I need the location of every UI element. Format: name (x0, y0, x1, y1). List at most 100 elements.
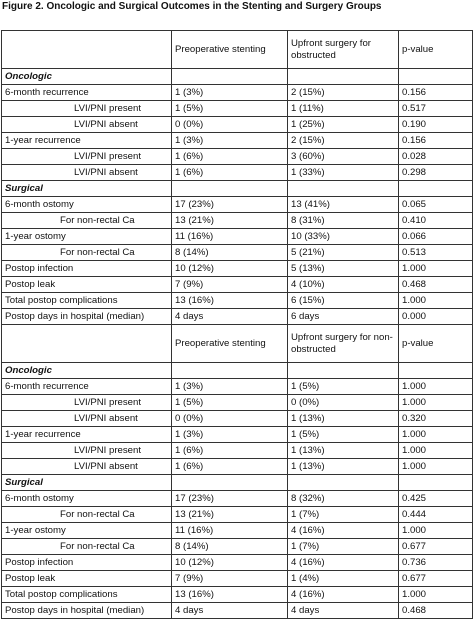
table-cell: 8 (32%) (287, 490, 399, 507)
row-label: LVI/PNI absent (1, 116, 172, 133)
figure-title: Figure 2. Oncologic and Surgical Outcome… (2, 1, 382, 12)
header-cell: p-value (398, 324, 473, 363)
table-row: Postop infection 10 (12%) 5 (13%) 1.000 (1, 260, 473, 277)
table-cell: 13 (16%) (171, 292, 288, 309)
table-row: LVI/PNI present 1 (6%) 1 (13%) 1.000 (1, 442, 473, 459)
table-cell: 1 (6%) (171, 148, 288, 165)
header-cell: Preoperative stenting (171, 324, 288, 363)
table-row: 6-month ostomy 17 (23%) 8 (32%) 0.425 (1, 490, 473, 507)
row-label: LVI/PNI present (1, 100, 172, 117)
table-cell: 4 (16%) (287, 522, 399, 539)
header-cell: Upfront surgery for obstructed (287, 30, 399, 69)
table-cell: 13 (16%) (171, 586, 288, 603)
table-cell: 10 (12%) (171, 260, 288, 277)
table-row: For non-rectal Ca 13 (21%) 8 (31%) 0.410 (1, 212, 473, 229)
group-label: Surgical (1, 474, 172, 491)
table-cell: 1 (25%) (287, 116, 399, 133)
table-cell: 1.000 (398, 522, 473, 539)
table-cell: 0 (0%) (171, 410, 288, 427)
row-label: 6-month recurrence (1, 378, 172, 395)
table-cell: 1 (5%) (287, 378, 399, 395)
group-row: Oncologic (1, 362, 473, 379)
table-row: For non-rectal Ca 13 (21%) 1 (7%) 0.444 (1, 506, 473, 523)
table-cell (287, 362, 399, 379)
row-label: Postop leak (1, 570, 172, 587)
table-cell: 1 (7%) (287, 506, 399, 523)
group-row: Oncologic (1, 68, 473, 85)
group-label: Oncologic (1, 362, 172, 379)
table-cell: 7 (9%) (171, 276, 288, 293)
table-cell: 5 (21%) (287, 244, 399, 261)
row-label: Postop infection (1, 554, 172, 571)
table-cell: 6 (15%) (287, 292, 399, 309)
table-cell: 0.028 (398, 148, 473, 165)
table-row: 1-year ostomy 11 (16%) 10 (33%) 0.066 (1, 228, 473, 245)
table-cell: 0.736 (398, 554, 473, 571)
table-row: Total postop complications 13 (16%) 6 (15%… (1, 292, 473, 309)
table-cell: 11 (16%) (171, 228, 288, 245)
table-cell: 5 (13%) (287, 260, 399, 277)
table-cell: 1 (13%) (287, 442, 399, 459)
table-cell: 0.065 (398, 196, 473, 213)
table-row: LVI/PNI absent 1 (6%) 1 (33%) 0.298 (1, 164, 473, 181)
table-cell: 3 (60%) (287, 148, 399, 165)
row-label: LVI/PNI absent (1, 410, 172, 427)
table-cell: 6 days (287, 308, 399, 325)
table-cell: 1 (13%) (287, 410, 399, 427)
table-cell: 2 (15%) (287, 132, 399, 149)
table-cell: 1.000 (398, 442, 473, 459)
header-cell: Upfront surgery for non-obstructed (287, 324, 399, 363)
table-cell (398, 68, 473, 85)
table-cell: 10 (33%) (287, 228, 399, 245)
header-cell: p-value (398, 30, 473, 69)
table-row: 1-year recurrence 1 (3%) 2 (15%) 0.156 (1, 132, 473, 149)
table-cell: 8 (31%) (287, 212, 399, 229)
table-cell: 8 (14%) (171, 244, 288, 261)
table-cell: 0.156 (398, 84, 473, 101)
table-cell: 1.000 (398, 458, 473, 475)
row-label: LVI/PNI present (1, 394, 172, 411)
group-row: Surgical (1, 474, 473, 491)
row-label: Total postop complications (1, 292, 172, 309)
table-cell: 10 (12%) (171, 554, 288, 571)
table-cell: 0.066 (398, 228, 473, 245)
table-cell: 1 (6%) (171, 458, 288, 475)
table-cell: 1 (5%) (287, 426, 399, 443)
table-cell: 1.000 (398, 586, 473, 603)
table-row: Postop days in hospital (median) 4 days 6 … (1, 308, 473, 325)
table-cell: 1 (3%) (171, 132, 288, 149)
table-cell (171, 474, 288, 491)
table-cell (398, 474, 473, 491)
table-cell: 0.320 (398, 410, 473, 427)
table-cell: 1 (13%) (287, 458, 399, 475)
table-cell: 11 (16%) (171, 522, 288, 539)
table-row: 6-month ostomy 17 (23%) 13 (41%) 0.065 (1, 196, 473, 213)
table-row: For non-rectal Ca 8 (14%) 1 (7%) 0.677 (1, 538, 473, 555)
table-row: 6-month recurrence 1 (3%) 1 (5%) 1.000 (1, 378, 473, 395)
table-cell: 1.000 (398, 378, 473, 395)
table-cell: 0.190 (398, 116, 473, 133)
table-row: For non-rectal Ca 8 (14%) 5 (21%) 0.513 (1, 244, 473, 261)
table-cell (287, 180, 399, 197)
table-cell: 13 (41%) (287, 196, 399, 213)
group-label: Surgical (1, 180, 172, 197)
row-label: Total postop complications (1, 586, 172, 603)
group-row: Surgical (1, 180, 473, 197)
table-cell: 0.677 (398, 570, 473, 587)
table-cell: 0.156 (398, 132, 473, 149)
table-cell: 1.000 (398, 394, 473, 411)
row-label: For non-rectal Ca (1, 212, 172, 229)
header-row: Preoperative stenting Upfront surgery for… (1, 30, 473, 69)
table-cell: 1 (7%) (287, 538, 399, 555)
table-cell: 4 (16%) (287, 554, 399, 571)
table-cell: 1 (33%) (287, 164, 399, 181)
row-label: LVI/PNI absent (1, 458, 172, 475)
row-label: Postop days in hospital (median) (1, 308, 172, 325)
table-cell: 2 (15%) (287, 84, 399, 101)
table-row: Postop days in hospital (median) 4 days 4 … (1, 602, 473, 619)
header-cell: Preoperative stenting (171, 30, 288, 69)
table-cell (171, 68, 288, 85)
table-cell: 4 (16%) (287, 586, 399, 603)
row-label: 1-year recurrence (1, 132, 172, 149)
